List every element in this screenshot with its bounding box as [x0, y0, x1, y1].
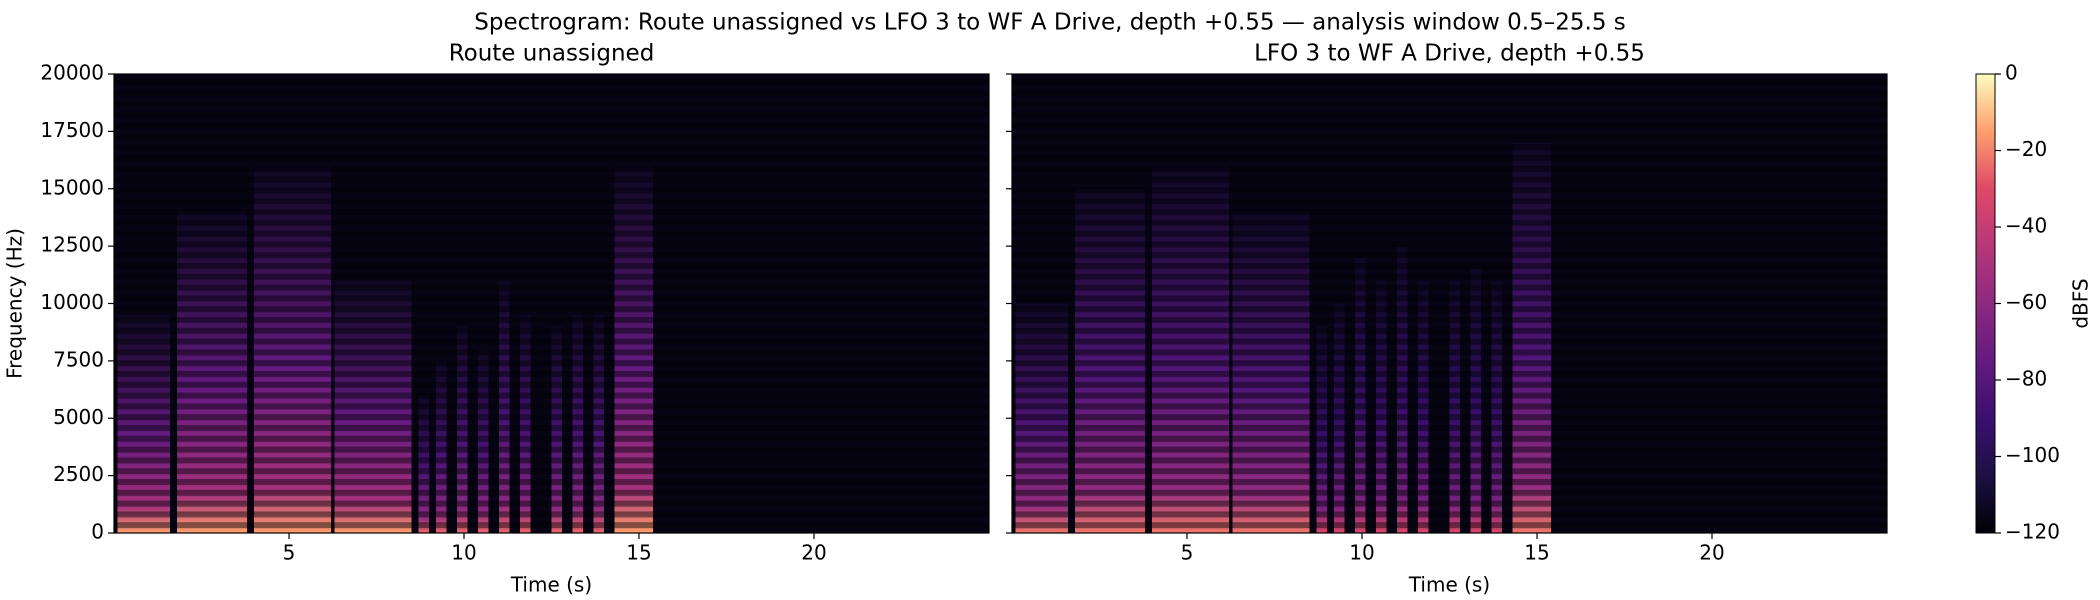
- colorbar-tick-label: −80: [2005, 367, 2047, 391]
- y-tick-label: 12500: [40, 233, 104, 257]
- y-tick-label: 7500: [53, 347, 104, 371]
- x-axis-label: Time (s): [510, 573, 592, 597]
- x-tick-label: 5: [1181, 541, 1194, 565]
- x-tick-label: 15: [1524, 541, 1549, 565]
- chart-title: Spectrogram: Route unassigned vs LFO 3 t…: [474, 10, 1626, 36]
- colorbar-tick-label: −120: [2005, 520, 2060, 544]
- y-tick-label: 5000: [53, 405, 104, 429]
- colorbar-tick-label: 0: [2005, 61, 2018, 85]
- colorbar-tick-label: −20: [2005, 137, 2047, 161]
- harmonic-overlay: [114, 74, 989, 533]
- x-tick-label: 10: [451, 541, 476, 565]
- x-axis-label: Time (s): [1408, 573, 1490, 597]
- y-tick-label: 10000: [40, 290, 104, 314]
- y-tick-label: 20000: [40, 61, 104, 85]
- x-tick-label: 20: [801, 541, 826, 565]
- y-tick-label: 17500: [40, 118, 104, 142]
- harmonic-overlay: [1012, 74, 1887, 533]
- y-tick-label: 2500: [53, 462, 104, 486]
- colorbar-tick-label: −100: [2005, 443, 2060, 467]
- panel-title: LFO 3 to WF A Drive, depth +0.55: [1254, 41, 1645, 67]
- panel-title: Route unassigned: [449, 41, 655, 67]
- colorbar: [1975, 73, 1996, 534]
- y-axis-label: Frequency (Hz): [3, 228, 27, 379]
- x-tick-label: 15: [626, 541, 651, 565]
- x-tick-label: 5: [283, 541, 296, 565]
- colorbar-tick-label: −40: [2005, 214, 2047, 238]
- x-tick-label: 20: [1699, 541, 1724, 565]
- x-tick-label: 10: [1349, 541, 1374, 565]
- colorbar-tick-label: −60: [2005, 290, 2047, 314]
- y-tick-label: 0: [91, 520, 104, 544]
- y-tick-label: 15000: [40, 175, 104, 199]
- colorbar-label: dBFS: [2069, 278, 2093, 328]
